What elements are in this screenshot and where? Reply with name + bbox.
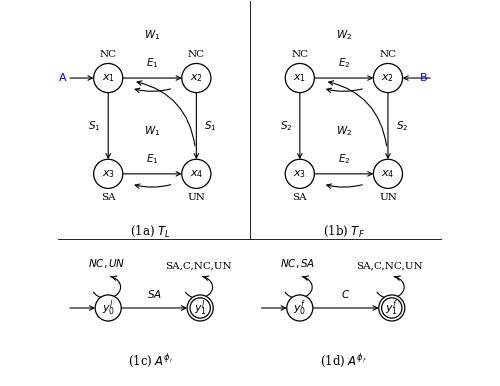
Circle shape — [94, 63, 123, 93]
Circle shape — [374, 159, 402, 188]
Text: $y_0^l$: $y_0^l$ — [102, 298, 115, 318]
Text: (1d) $A^{\phi_f}$: (1d) $A^{\phi_f}$ — [320, 353, 368, 371]
Circle shape — [374, 63, 402, 93]
Text: $x_2$: $x_2$ — [382, 72, 394, 84]
Text: $C$: $C$ — [341, 288, 350, 300]
Circle shape — [287, 295, 313, 321]
Text: $E_2$: $E_2$ — [338, 152, 350, 166]
Text: $x_3$: $x_3$ — [102, 168, 115, 180]
Text: $x_1$: $x_1$ — [102, 72, 115, 84]
Circle shape — [182, 159, 211, 188]
FancyArrowPatch shape — [329, 81, 386, 146]
Text: $NC,UN$: $NC,UN$ — [88, 257, 125, 270]
Circle shape — [379, 295, 405, 321]
Text: $W_2$: $W_2$ — [336, 124, 352, 138]
Text: NC: NC — [100, 50, 117, 59]
Circle shape — [182, 63, 211, 93]
Text: $E_2$: $E_2$ — [338, 57, 350, 70]
Text: (1b) $T_F$: (1b) $T_F$ — [323, 224, 365, 239]
FancyArrowPatch shape — [135, 88, 170, 93]
Text: $E_1$: $E_1$ — [146, 57, 158, 70]
Text: UN: UN — [188, 193, 206, 202]
Text: $S_1$: $S_1$ — [204, 119, 216, 133]
Text: (1a) $T_L$: (1a) $T_L$ — [130, 224, 170, 239]
Text: $S_2$: $S_2$ — [396, 119, 408, 133]
Text: NC: NC — [188, 50, 205, 59]
Text: $SA$: $SA$ — [146, 288, 162, 300]
Circle shape — [286, 159, 314, 188]
Circle shape — [95, 295, 121, 321]
Text: SA,C,NC,UN: SA,C,NC,UN — [356, 261, 423, 270]
Text: $S_2$: $S_2$ — [280, 119, 292, 133]
Text: $x_4$: $x_4$ — [382, 168, 394, 180]
Text: B: B — [420, 73, 427, 83]
FancyArrowPatch shape — [137, 81, 195, 146]
Text: $S_1$: $S_1$ — [88, 119, 101, 133]
Text: (1c) $A^{\phi_l}$: (1c) $A^{\phi_l}$ — [128, 353, 173, 371]
Text: SA: SA — [101, 193, 116, 202]
Text: A: A — [59, 73, 67, 83]
Text: $E_1$: $E_1$ — [146, 152, 158, 166]
Text: NC: NC — [292, 50, 308, 59]
FancyArrowPatch shape — [135, 184, 170, 188]
Text: $W_1$: $W_1$ — [144, 28, 160, 42]
Text: $y_0^f$: $y_0^f$ — [293, 298, 306, 318]
Text: $x_2$: $x_2$ — [190, 72, 203, 84]
Text: NC: NC — [380, 50, 396, 59]
Text: $x_1$: $x_1$ — [294, 72, 306, 84]
Text: $x_4$: $x_4$ — [190, 168, 203, 180]
Text: $W_1$: $W_1$ — [144, 124, 160, 138]
Text: $W_2$: $W_2$ — [336, 28, 352, 42]
Circle shape — [187, 295, 213, 321]
Text: SA,C,NC,UN: SA,C,NC,UN — [165, 261, 232, 270]
Text: SA: SA — [292, 193, 307, 202]
FancyArrowPatch shape — [327, 88, 362, 93]
Text: $y_1^f$: $y_1^f$ — [385, 298, 398, 318]
Text: $x_3$: $x_3$ — [294, 168, 306, 180]
Text: $NC,SA$: $NC,SA$ — [280, 257, 316, 270]
Text: UN: UN — [379, 193, 397, 202]
Circle shape — [286, 63, 314, 93]
FancyArrowPatch shape — [327, 184, 362, 188]
Circle shape — [94, 159, 123, 188]
Text: $y_1^l$: $y_1^l$ — [194, 298, 206, 318]
